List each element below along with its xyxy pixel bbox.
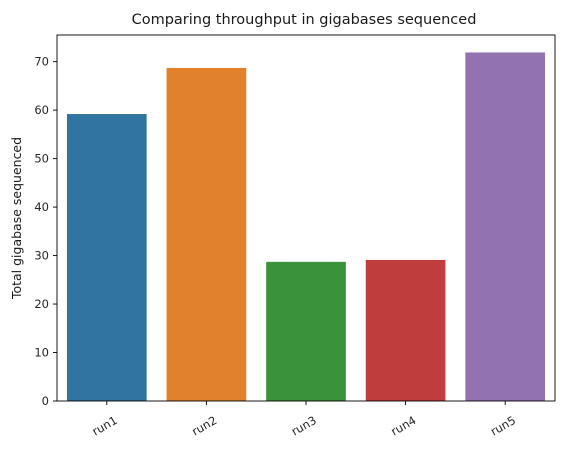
x-tick-label-run2: run2 bbox=[189, 413, 219, 438]
chart-title: Comparing throughput in gigabases sequen… bbox=[132, 12, 477, 28]
bar-run2 bbox=[166, 67, 247, 402]
bar-run4 bbox=[365, 259, 446, 401]
bar-run5 bbox=[465, 52, 546, 401]
y-tick-label: 50 bbox=[34, 152, 49, 166]
y-tick-label: 70 bbox=[34, 55, 49, 69]
y-tick-label: 40 bbox=[34, 200, 49, 214]
x-tick-label-run4: run4 bbox=[388, 413, 418, 438]
x-tick-label-run3: run3 bbox=[289, 413, 319, 438]
bars-group bbox=[66, 52, 546, 402]
y-axis-title: Total gigabase sequenced bbox=[9, 137, 24, 300]
y-tick-label: 30 bbox=[34, 249, 49, 263]
x-tick-label-run5: run5 bbox=[488, 413, 518, 438]
y-tick-label: 60 bbox=[34, 103, 49, 117]
y-tick-label: 0 bbox=[42, 394, 49, 408]
bar-run3 bbox=[266, 261, 346, 401]
bar-run1 bbox=[66, 114, 147, 402]
x-axis-ticks: run1 run2 run3 run4 run5 bbox=[90, 401, 518, 439]
x-tick-label-run1: run1 bbox=[90, 413, 120, 438]
plot-area-frame bbox=[56, 34, 556, 402]
y-tick-label: 10 bbox=[34, 346, 49, 360]
y-axis-ticks: 0 10 20 30 40 50 60 70 bbox=[34, 55, 57, 408]
y-tick-label: 20 bbox=[34, 297, 49, 311]
